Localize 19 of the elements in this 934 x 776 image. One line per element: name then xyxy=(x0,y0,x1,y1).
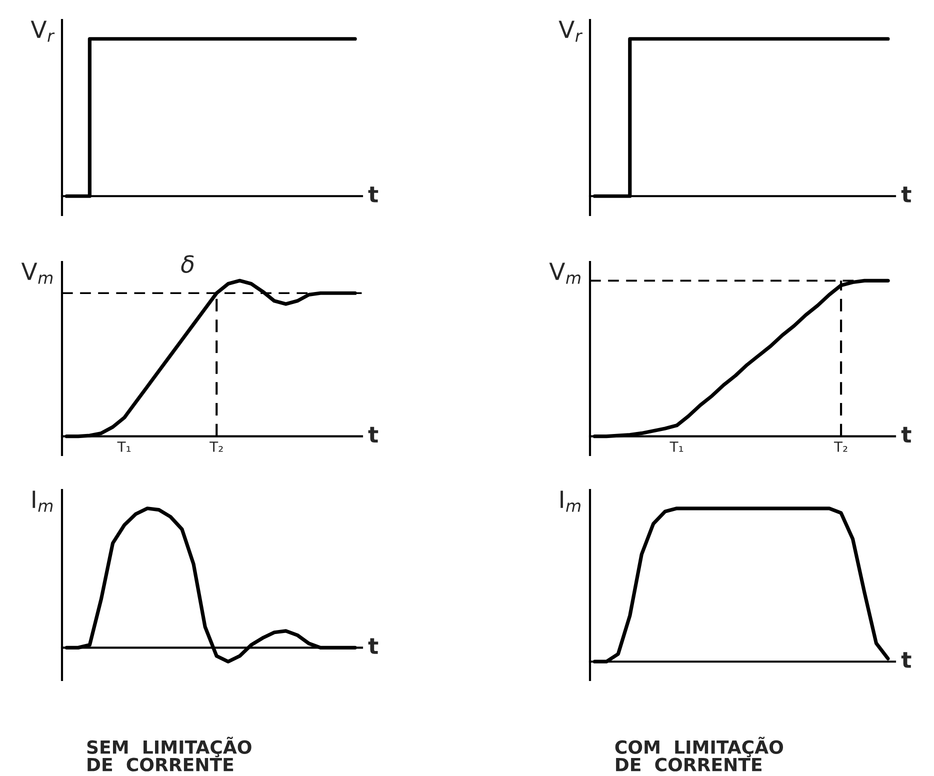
text: δ xyxy=(181,255,194,273)
x-tick-label: T₁ xyxy=(670,442,684,452)
x-axis-title: t xyxy=(901,186,912,202)
x-axis-title: t xyxy=(368,186,378,202)
x-axis-title: t xyxy=(901,426,912,442)
y-axis-title: V$_{m}$ xyxy=(549,262,580,284)
text: COM LIMITAÇÃO DE CORRENTE xyxy=(615,736,784,772)
y-axis-title: V$_{m}$ xyxy=(21,262,53,284)
y-axis-title: I$_{m}$ xyxy=(32,490,53,512)
y-axis-title: V$_{r}$ xyxy=(30,20,55,42)
y-axis-title: V$_{r}$ xyxy=(558,20,583,42)
x-tick-label: T₂ xyxy=(834,442,848,452)
y-axis-title: I$_{m}$ xyxy=(560,490,580,512)
x-axis-title: t xyxy=(368,426,378,442)
x-tick-label: T₂ xyxy=(210,442,223,452)
x-tick-label: T₁ xyxy=(117,442,131,452)
x-axis-title: t xyxy=(368,638,378,654)
x-axis-title: t xyxy=(901,652,912,668)
text: SEM LIMITAÇÃO DE CORRENTE xyxy=(87,736,252,772)
